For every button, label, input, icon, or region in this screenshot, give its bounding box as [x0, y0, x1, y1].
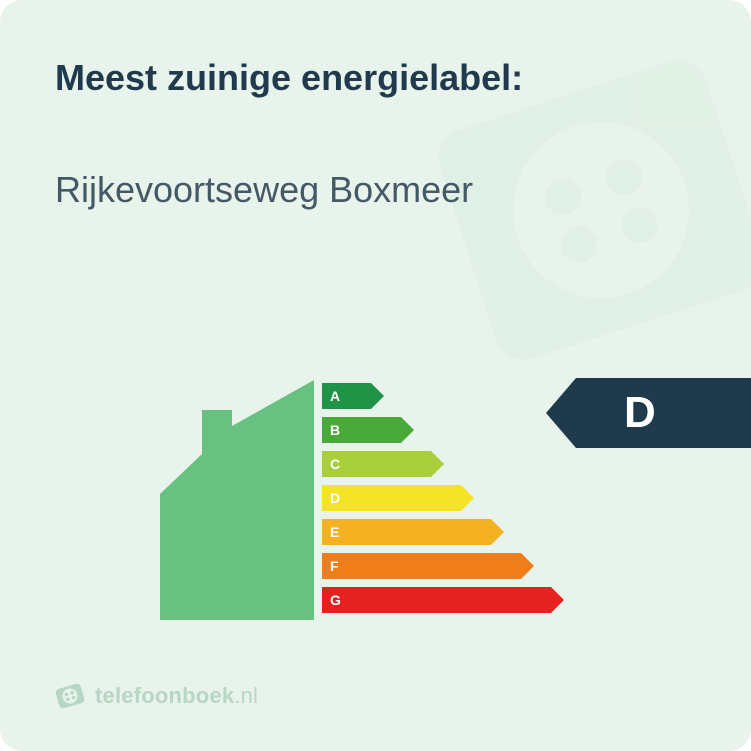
energy-bar-b: B — [322, 417, 414, 443]
phonebook-icon — [55, 681, 85, 711]
footer-brand-tld: .nl — [234, 683, 258, 708]
bar-shape — [322, 451, 444, 477]
energy-bar-c: C — [322, 451, 444, 477]
bar-letter: C — [330, 456, 340, 472]
bar-letter: A — [330, 388, 340, 404]
location-subtitle: Rijkevoortseweg Boxmeer — [55, 170, 473, 210]
bar-letter: D — [330, 490, 340, 506]
rating-badge: D — [546, 378, 751, 448]
card: Meest zuinige energielabel: Rijkevoortse… — [0, 0, 751, 751]
rating-letter: D — [624, 388, 656, 438]
energy-bar-f: F — [322, 553, 534, 579]
bar-letter: B — [330, 422, 340, 438]
page-title: Meest zuinige energielabel: — [55, 58, 523, 98]
house-icon — [160, 380, 314, 620]
bar-letter: G — [330, 592, 341, 608]
bar-shape — [322, 553, 534, 579]
footer-brand-bold: telefoonboek — [95, 683, 234, 708]
footer-logo: telefoonboek.nl — [55, 681, 258, 711]
energy-bar-g: G — [322, 587, 564, 613]
bar-shape — [322, 485, 474, 511]
energy-bar-e: E — [322, 519, 504, 545]
bar-shape — [322, 587, 564, 613]
energy-bar-d: D — [322, 485, 474, 511]
bar-shape — [322, 519, 504, 545]
footer-brand: telefoonboek.nl — [95, 683, 258, 709]
bar-letter: F — [330, 558, 339, 574]
bar-letter: E — [330, 524, 339, 540]
energy-bar-a: A — [322, 383, 384, 409]
